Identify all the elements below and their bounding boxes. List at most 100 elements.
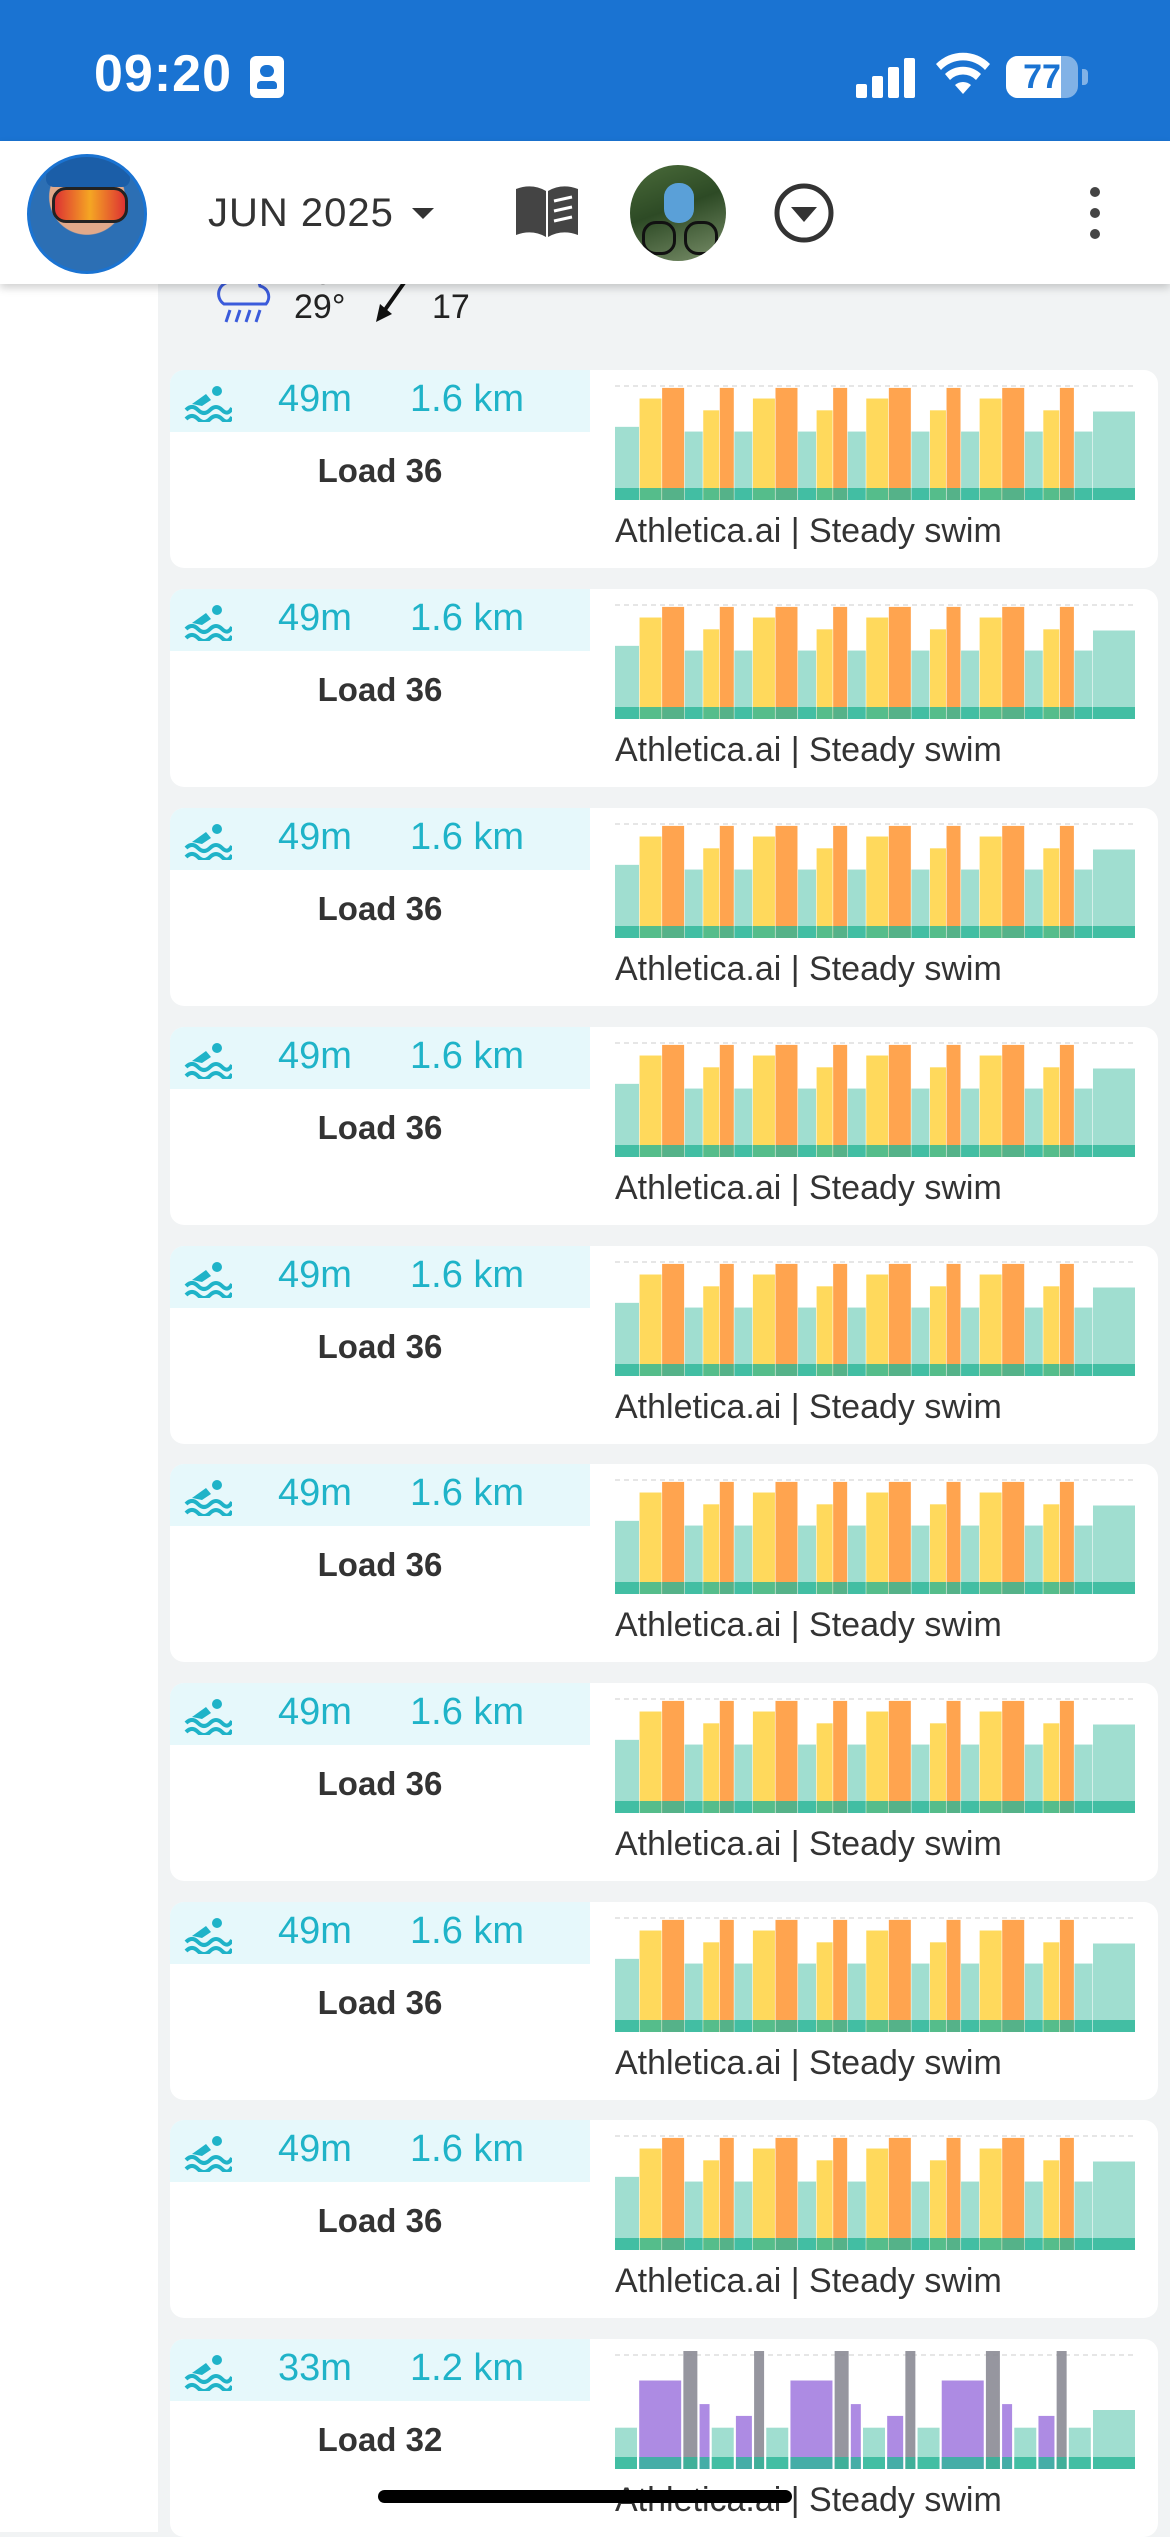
workout-card[interactable]: 49m 1.6 km Load 36 Athletica.ai | Steady sw… [170,1027,1158,1225]
interval-bar-base [1068,2457,1091,2469]
circle-chevron-down-icon[interactable] [772,181,836,245]
interval-bar-base [847,1145,866,1157]
interval-bar-orange [719,1700,734,1813]
workout-duration: 49m [278,597,352,639]
interval-bar-base [703,1801,720,1813]
interval-bar-base [735,2457,752,2469]
interval-bar-teal [734,431,753,500]
workout-interval-chart [615,1917,1135,2032]
interval-bar-teal [798,1307,817,1376]
interval-bar-yellow [639,617,662,719]
interval-bar-base [911,1582,930,1594]
interval-bar-orange [833,1700,848,1813]
user-avatar[interactable] [27,154,147,274]
rain-cloud-icon [217,274,271,323]
workout-card[interactable]: 49m 1.6 km Load 36 Athletica.ai | Steady sw… [170,1464,1158,1662]
workout-interval-chart [615,2135,1135,2250]
workout-card[interactable]: 49m 1.6 km Load 36 Athletica.ai | Steady sw… [170,1902,1158,2100]
interval-bar-teal [847,1307,866,1376]
interval-bar-base [662,707,685,719]
interval-bar-base [798,2020,817,2032]
interval-bar-base [833,488,848,500]
interval-bar-teal [734,2181,753,2250]
interval-bar-teal [684,650,703,719]
interval-bar-base [866,2238,889,2250]
interval-bar-yellow [1043,1723,1060,1813]
interval-bar-teal [911,869,930,938]
interval-bar-yellow [929,629,946,719]
swim-icon [184,1258,234,1303]
interval-bar-base [1043,2020,1060,2032]
interval-bar-orange [888,2137,911,2250]
interval-bar-orange [888,1481,911,1594]
interval-bar-orange [719,1919,734,2032]
interval-bar-orange [662,1919,685,2032]
workout-distance: 1.6 km [410,1472,525,1514]
interval-bar-yellow [1043,848,1060,938]
interval-bar-orange [1059,1263,1074,1376]
interval-bar-base [866,926,889,938]
interval-bar-teal [1093,1724,1135,1813]
month-selector[interactable]: JUN 2025 [208,185,434,241]
interval-bar-base [888,926,911,938]
interval-bar-yellow [1043,1067,1060,1157]
workout-load: Load 36 [317,1328,443,1365]
workout-card[interactable]: 49m 1.6 km Load 36 Athletica.ai | Steady sw… [170,2120,1158,2318]
workout-card[interactable]: 49m 1.6 km Load 36 Athletica.ai | Steady sw… [170,1246,1158,1444]
interval-bar-teal [798,1963,817,2032]
workout-card[interactable]: 49m 1.6 km Load 36 Athletica.ai | Steady sw… [170,370,1158,568]
cycling-profile-photo[interactable] [630,165,726,261]
interval-bar-base [1002,488,1025,500]
interval-bar-teal [615,864,639,938]
interval-bar-yellow [816,1504,833,1594]
interval-bar-base [752,2238,775,2250]
interval-bar-base [961,1364,980,1376]
interval-bar-yellow [639,398,662,500]
interval-bar-teal [911,1088,930,1157]
interval-bar-base [888,707,911,719]
interval-bar-base [703,2238,720,2250]
interval-bar-base [929,2238,946,2250]
interval-bar-base [816,2020,833,2032]
workout-summary: 49m 1.6 km [170,1464,590,1526]
home-indicator[interactable] [378,2490,792,2503]
interval-bar-base [946,1364,961,1376]
interval-bar-orange [833,1919,848,2032]
workout-distance: 1.6 km [410,1691,525,1733]
interval-bar-teal [1074,1088,1093,1157]
workout-card[interactable]: 33m 1.2 km Load 32 Athletica.ai | Steady sw… [170,2339,1158,2537]
interval-bar-yellow [929,1067,946,1157]
interval-bar-base [1093,1145,1135,1157]
interval-bar-orange [946,387,961,500]
interval-bar-base [979,926,1002,938]
swim-icon [184,1695,234,1740]
interval-bar-yellow [929,1286,946,1376]
interval-bar-base [684,926,703,938]
interval-bar-base [866,1145,889,1157]
interval-bar-teal [911,1525,930,1594]
workout-card[interactable]: 49m 1.6 km Load 36 Athletica.ai | Steady sw… [170,589,1158,787]
interval-bar-base [905,2457,916,2469]
interval-bar-yellow [866,398,889,500]
workout-summary: 49m 1.6 km [170,370,590,432]
interval-bar-base [816,707,833,719]
workout-load: Load 36 [317,890,443,927]
interval-bar-base [1093,707,1135,719]
interval-bar-purple [639,2380,682,2469]
interval-bar-base [1043,1801,1060,1813]
wind-direction-icon [376,278,408,322]
interval-bar-base [1093,2457,1135,2469]
book-icon[interactable] [512,181,582,241]
more-options-icon[interactable] [1080,181,1110,245]
workout-load: Load 36 [317,452,443,489]
interval-bar-base [816,1801,833,1813]
workout-card[interactable]: 49m 1.6 km Load 36 Athletica.ai | Steady sw… [170,1683,1158,1881]
interval-bar-yellow [752,1274,775,1376]
interval-bar-orange [1059,387,1074,500]
workout-interval-chart [615,1261,1135,1376]
workout-card[interactable]: 49m 1.6 km Load 36 Athletica.ai | Steady sw… [170,808,1158,1006]
interval-bar-yellow [1043,1286,1060,1376]
interval-bar-base [833,926,848,938]
interval-bar-orange [1002,606,1025,719]
interval-bar-yellow [816,1286,833,1376]
